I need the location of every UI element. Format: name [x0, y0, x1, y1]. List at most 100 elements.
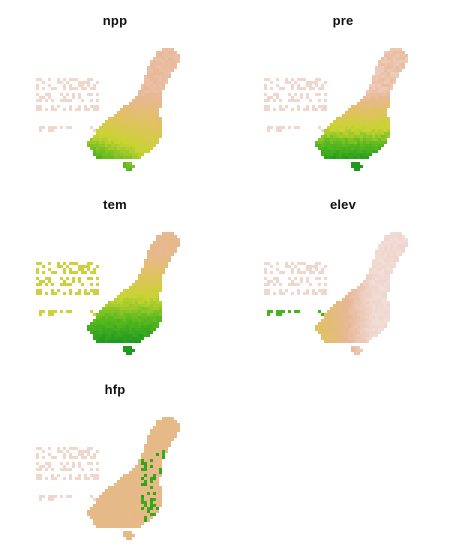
raster-cell: [351, 165, 354, 168]
raster-cell: [156, 307, 159, 310]
raster-cell: [315, 265, 318, 268]
raster-cell: [129, 108, 132, 111]
raster-cell: [150, 60, 153, 63]
raster-cell: [54, 310, 57, 313]
raster-cell: [75, 87, 78, 90]
raster-cell: [354, 310, 357, 313]
raster-cell: [99, 322, 102, 325]
raster-cell: [351, 123, 354, 126]
raster-cell: [327, 141, 330, 144]
raster-cell: [120, 108, 123, 111]
raster-cell: [105, 120, 108, 123]
raster-cell: [294, 277, 297, 280]
raster-cell: [147, 81, 150, 84]
raster-cell: [84, 456, 87, 459]
raster-cell: [123, 507, 126, 510]
raster-cell: [174, 247, 177, 250]
raster-cell: [99, 525, 102, 528]
raster-cell: [171, 438, 174, 441]
raster-cell: [156, 111, 159, 114]
raster-cell: [366, 301, 369, 304]
raster-cell: [357, 325, 360, 328]
raster-cell: [165, 69, 168, 72]
raster-cell: [339, 304, 342, 307]
raster-cell: [306, 108, 309, 111]
raster-cell: [165, 435, 168, 438]
raster-cell: [381, 325, 384, 328]
raster-cell: [378, 283, 381, 286]
raster-cell: [39, 474, 42, 477]
raster-cell: [129, 126, 132, 129]
raster-cell: [102, 522, 105, 525]
raster-cell: [159, 102, 162, 105]
raster-cell: [129, 153, 132, 156]
raster-cell: [402, 63, 405, 66]
raster-cell: [357, 102, 360, 105]
raster-cell: [69, 87, 72, 90]
raster-cell: [108, 501, 111, 504]
raster-cell: [99, 495, 102, 498]
raster-cell: [366, 153, 369, 156]
raster-cell: [99, 337, 102, 340]
raster-cell: [123, 346, 126, 349]
raster-cell: [108, 310, 111, 313]
raster-cell: [351, 141, 354, 144]
raster-cell: [105, 510, 108, 513]
raster-cell: [372, 271, 375, 274]
raster-cell: [126, 105, 129, 108]
raster-cell: [396, 244, 399, 247]
raster-cell: [351, 150, 354, 153]
raster-cell: [330, 123, 333, 126]
raster-cell: [156, 57, 159, 60]
raster-cell: [369, 105, 372, 108]
raster-cell: [144, 489, 147, 492]
raster-cell: [354, 123, 357, 126]
raster-cell: [387, 253, 390, 256]
raster-cell: [396, 250, 399, 253]
raster-cell: [366, 117, 369, 120]
raster-cell: [144, 295, 147, 298]
raster-cell: [105, 513, 108, 516]
raster-cell: [123, 337, 126, 340]
raster-cell: [102, 498, 105, 501]
raster-cell: [159, 60, 162, 63]
raster-cell: [174, 423, 177, 426]
raster-cell: [396, 232, 399, 235]
raster-cell: [345, 298, 348, 301]
raster-cell: [366, 99, 369, 102]
raster-cell: [342, 304, 345, 307]
raster-cell: [174, 241, 177, 244]
raster-cell: [156, 250, 159, 253]
raster-cell: [387, 66, 390, 69]
raster-cell: [129, 325, 132, 328]
raster-cell: [153, 87, 156, 90]
raster-cell: [375, 129, 378, 132]
raster-cell: [387, 123, 390, 126]
raster-cell: [384, 277, 387, 280]
raster-cell: [342, 132, 345, 135]
raster-cell: [156, 432, 159, 435]
raster-cell: [120, 292, 123, 295]
raster-cell: [96, 468, 99, 471]
raster-cell: [117, 504, 120, 507]
raster-cell: [120, 486, 123, 489]
raster-cell: [69, 262, 72, 265]
raster-cell: [381, 310, 384, 313]
raster-cell: [36, 477, 39, 480]
raster-cell: [81, 453, 84, 456]
raster-cell: [387, 313, 390, 316]
raster-cell: [147, 492, 150, 495]
raster-cell: [138, 322, 141, 325]
raster-cell: [114, 486, 117, 489]
raster-cell: [105, 525, 108, 528]
raster-cell: [345, 310, 348, 313]
raster-cell: [168, 72, 171, 75]
raster-cell: [357, 304, 360, 307]
raster-cell: [51, 126, 54, 129]
raster-cell: [135, 492, 138, 495]
raster-cell: [387, 277, 390, 280]
raster-cell: [48, 495, 51, 498]
raster-cell: [366, 331, 369, 334]
raster-cell: [141, 522, 144, 525]
raster-cell: [309, 283, 312, 286]
